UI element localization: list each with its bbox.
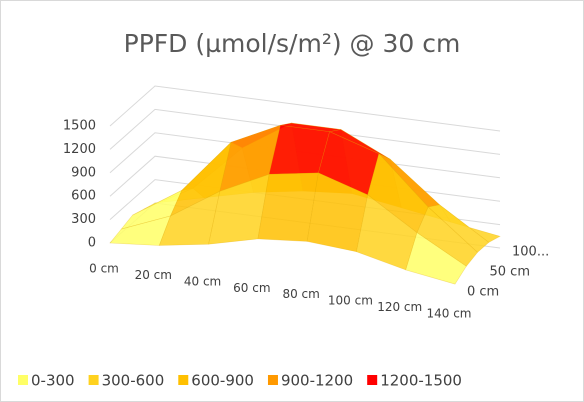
surface-patch (416, 206, 478, 267)
legend-label: 300-600 (102, 372, 165, 390)
surface-patch (405, 232, 467, 285)
x-tick-label: 100 cm (328, 294, 373, 308)
surface-patch (427, 204, 490, 253)
x-tick-label: 40 cm (184, 274, 221, 288)
z-tick-label: 900 (71, 165, 96, 180)
x-tick-label: 60 cm (233, 281, 270, 295)
legend-swatch (88, 375, 99, 385)
z-tick-label: 1200 (63, 142, 96, 157)
z-tick-label: 600 (71, 189, 96, 204)
legend-swatch (178, 375, 189, 385)
legend-label: 0-300 (31, 372, 75, 390)
x-tick-label: 140 cm (426, 307, 471, 321)
x-tick-label: 80 cm (282, 287, 319, 301)
legend-label: 900-1200 (281, 372, 353, 390)
x-tick-label: 0 cm (89, 262, 119, 276)
x-tick-label: 120 cm (377, 300, 422, 314)
legend-swatch (367, 375, 378, 385)
legend-swatch (18, 375, 28, 385)
z-tick-label: 0 (88, 236, 96, 251)
x-tick-label: 20 cm (135, 268, 172, 282)
depth-tick-label: 50 cm (490, 265, 531, 280)
legend-label: 600-900 (191, 372, 254, 390)
chart-title: PPFD (µmol/s/m²) @ 30 cm (124, 29, 461, 58)
legend-label: 1200-1500 (380, 372, 462, 390)
legend-swatch (267, 375, 278, 385)
z-tick-label: 300 (71, 212, 96, 227)
z-tick-label: 1500 (63, 119, 96, 134)
grid-line (109, 108, 501, 155)
depth-tick-label: 100... (512, 245, 549, 260)
depth-tick-label: 0 cm (467, 285, 499, 300)
grid-line (109, 85, 501, 132)
